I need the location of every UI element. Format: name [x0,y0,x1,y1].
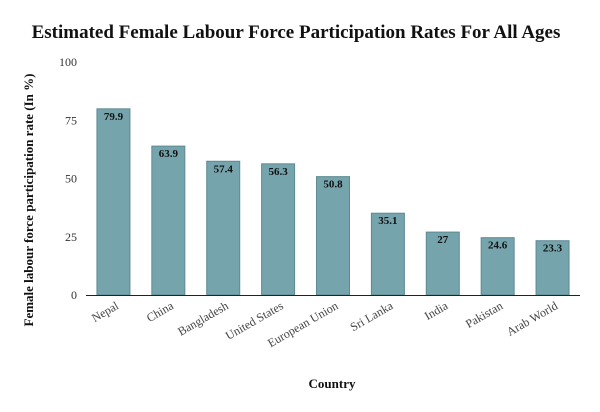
x-tick-label: China [144,298,176,325]
x-tick-label: Bangladesh [175,298,230,338]
bar [535,240,570,296]
bars [96,108,570,296]
x-tick-label: Nepal [89,298,121,325]
bar-value-label: 50.8 [323,179,343,191]
chart-title: Estimated Female Labour Force Participat… [32,22,561,43]
bar [316,176,350,296]
y-tick-label: 25 [65,230,77,244]
bar-value-label: 27 [437,234,449,246]
bar [96,108,131,296]
y-axis-label: Female labour force participation rate (… [21,74,36,327]
x-tick-label: Arab World [504,298,560,338]
bar-value-label: 63.9 [159,148,179,160]
x-axis-label: Country [309,376,356,391]
x-tick-label: India [422,298,451,323]
y-axis-ticks: 0 25 50 75 100 [59,55,77,302]
y-tick-label: 0 [71,288,77,302]
bar [370,212,405,296]
bar-value-label: 24.6 [488,240,508,252]
bar [425,231,460,296]
bar-value-label: 56.3 [268,166,288,178]
y-tick-label: 50 [65,172,77,186]
y-tick-label: 100 [59,55,77,69]
bar-value-label: 57.4 [214,163,234,175]
bar [206,160,241,296]
y-tick-label: 75 [65,113,77,127]
bar [151,145,186,296]
x-tick-label: Pakistan [463,298,505,330]
bar [261,163,296,296]
x-tick-label: Sri Lanka [348,298,396,334]
bar-value-label: 79.9 [104,111,124,123]
bar-value-label: 35.1 [378,215,397,227]
data-labels: 79.9 63.9 57.4 56.3 50.8 35.1 27 24.6 23.3 [104,111,563,255]
bar-value-label: 23.3 [543,243,563,255]
